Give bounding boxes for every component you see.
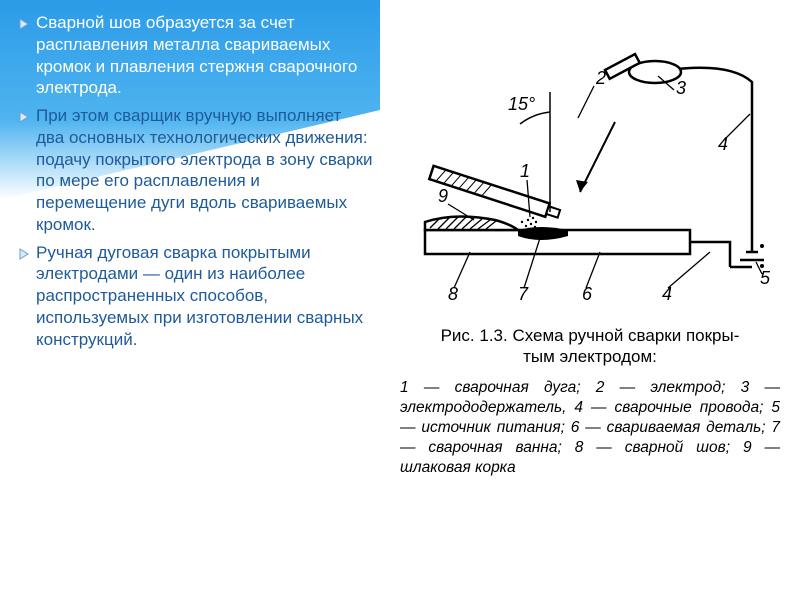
bullet-arrow-icon [18, 248, 30, 260]
list-item: Сварной шов образуется за счет расплавле… [18, 12, 373, 99]
bullet-arrow-icon [18, 18, 30, 30]
bullet-text: Сварной шов образуется за счет расплавле… [36, 12, 373, 99]
svg-text:9: 9 [438, 186, 448, 206]
figure: 15° 9 1 2 3 4 4 5 6 7 8 Рис. 1.3. Схема … [400, 52, 780, 478]
svg-text:3: 3 [676, 78, 686, 98]
figure-legend: 1 — сварочная дуга; 2 — электрод; 3 — эл… [400, 378, 780, 479]
list-item: При этом сварщик вручную выполняет два о… [18, 105, 373, 236]
welding-diagram: 15° 9 1 2 3 4 4 5 6 7 8 [400, 52, 780, 312]
svg-text:8: 8 [448, 284, 458, 304]
bullet-text: При этом сварщик вручную выполняет два о… [36, 105, 373, 236]
svg-text:1: 1 [520, 161, 530, 181]
svg-text:5: 5 [760, 268, 771, 288]
bullet-list: Сварной шов образуется за счет расплавле… [18, 12, 373, 356]
bullet-text: Ручная дуговая сварка покрытыми электрод… [36, 242, 373, 351]
svg-text:4: 4 [662, 284, 672, 304]
list-item: Ручная дуговая сварка покрытыми электрод… [18, 242, 373, 351]
svg-text:2: 2 [595, 68, 606, 88]
angle-label: 15° [508, 94, 535, 114]
bullet-arrow-icon [18, 111, 30, 123]
svg-text:6: 6 [582, 284, 593, 304]
svg-text:7: 7 [518, 284, 529, 304]
figure-caption: Рис. 1.3. Схема ручной сварки покры- тым… [400, 325, 780, 368]
